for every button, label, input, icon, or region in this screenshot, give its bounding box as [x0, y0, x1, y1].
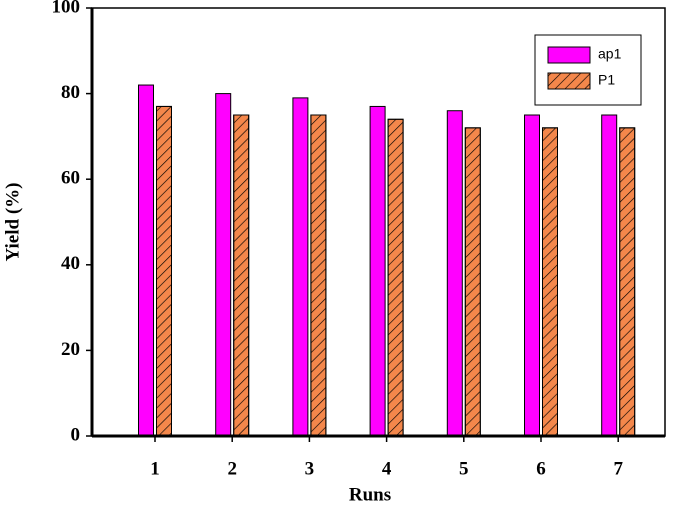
legend-swatch-hatch	[547, 72, 591, 90]
bar-hatch	[233, 114, 250, 437]
legend-label: ap1	[598, 46, 622, 62]
legend-swatch	[547, 46, 591, 64]
bar	[369, 105, 386, 437]
y-tick-label: 40	[61, 253, 80, 274]
bar-fill	[446, 110, 463, 437]
bar	[156, 105, 172, 437]
x-tick-label: 6	[536, 458, 546, 479]
bar-hatch	[387, 118, 404, 437]
bar	[387, 118, 404, 437]
y-tick-label: 20	[61, 339, 80, 360]
x-axis-label: Runs	[349, 484, 391, 505]
bar	[215, 93, 232, 437]
bar	[601, 114, 618, 437]
y-tick-label: 80	[61, 82, 80, 103]
bar-fill	[369, 105, 386, 437]
bar	[138, 84, 154, 437]
y-axis-label: Yield (%)	[2, 183, 23, 262]
bar-hatch	[619, 127, 636, 437]
bar	[446, 110, 463, 437]
bar-fill	[524, 114, 540, 437]
bar-fill	[138, 84, 154, 437]
bar-fill	[601, 114, 618, 437]
y-tick-label: 100	[52, 0, 81, 17]
x-tick-label: 5	[459, 458, 469, 479]
x-tick-label: 4	[382, 458, 392, 479]
x-tick-label: 2	[227, 458, 237, 479]
bar-fill	[292, 97, 309, 437]
x-tick-label: 7	[613, 458, 623, 479]
bar-hatch	[542, 127, 558, 437]
y-tick-label: 60	[61, 168, 80, 189]
x-tick-label: 1	[150, 458, 160, 479]
legend-label: P1	[598, 72, 615, 88]
bar	[292, 97, 309, 437]
bar-fill	[215, 93, 232, 437]
bar	[233, 114, 250, 437]
bar	[464, 127, 481, 437]
bar-hatch	[310, 114, 327, 437]
x-tick-label: 3	[305, 458, 315, 479]
bar	[310, 114, 327, 437]
bar-hatch	[464, 127, 481, 437]
legend-box	[534, 34, 642, 106]
bar	[524, 114, 540, 437]
bar	[542, 127, 558, 437]
bar-hatch	[156, 105, 172, 437]
y-tick-label: 0	[71, 424, 81, 445]
bar	[619, 127, 636, 437]
